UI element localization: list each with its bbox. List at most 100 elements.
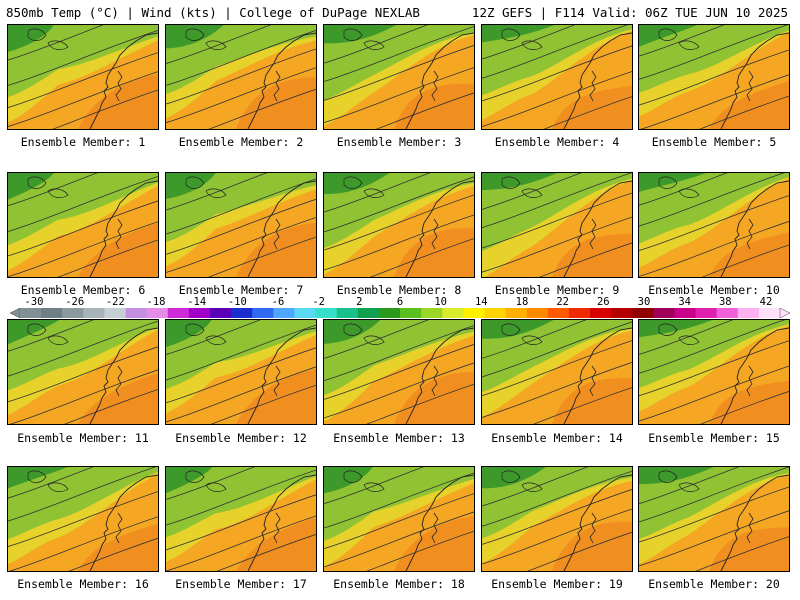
ensemble-member-map	[165, 24, 317, 130]
colorbar-tick-label: 10	[434, 296, 448, 308]
ensemble-member-label: Ensemble Member: 4	[494, 135, 620, 149]
colorbar-swatch	[632, 308, 654, 318]
colorbar-tick-label: -6	[271, 296, 285, 308]
ensemble-member-map	[7, 172, 159, 278]
colorbar-swatch	[231, 308, 253, 318]
colorbar-swatch	[125, 308, 148, 318]
colorbar-tick-label: 38	[718, 296, 732, 308]
ensemble-member-map	[7, 466, 159, 572]
ensemble-member-label: Ensemble Member: 3	[336, 135, 462, 149]
colorbar-left-arrow	[10, 308, 21, 318]
colorbar-swatch	[674, 308, 696, 318]
ensemble-member-map	[638, 24, 790, 130]
colorbar-tick-label: 26	[596, 296, 610, 308]
colorbar-swatch	[758, 308, 781, 318]
product-title: 850mb Temp (°C) | Wind (kts) | College o…	[6, 5, 420, 20]
ensemble-member-label: Ensemble Member: 17	[175, 577, 307, 591]
ensemble-member-map	[481, 319, 633, 425]
colorbar-swatch	[716, 308, 739, 318]
ensemble-member-map	[481, 466, 633, 572]
temperature-colorbar	[10, 308, 790, 318]
ensemble-member-map	[323, 466, 475, 572]
ensemble-member-map	[323, 172, 475, 278]
colorbar-tick-label: 6	[396, 296, 404, 308]
colorbar-tick-label: -30	[24, 296, 44, 308]
ensemble-member-map	[7, 319, 159, 425]
ensemble-member-label: Ensemble Member: 5	[651, 135, 777, 149]
ensemble-member-label: Ensemble Member: 19	[491, 577, 623, 591]
colorbar-swatch	[378, 308, 401, 318]
ensemble-member-label: Ensemble Member: 9	[494, 283, 620, 297]
ensemble-member-map	[481, 24, 633, 130]
colorbar-swatch	[484, 308, 506, 318]
colorbar-swatch	[336, 308, 359, 318]
colorbar-swatch	[547, 308, 570, 318]
ensemble-member-label: Ensemble Member: 15	[648, 431, 780, 445]
ensemble-member-label: Ensemble Member: 12	[175, 431, 307, 445]
colorbar-swatch	[41, 308, 63, 318]
colorbar-swatch	[568, 308, 591, 318]
ensemble-member-label: Ensemble Member: 11	[17, 431, 149, 445]
colorbar-tick-label: -14	[187, 296, 207, 308]
colorbar-swatch	[210, 308, 232, 318]
colorbar-tick-label: -10	[227, 296, 247, 308]
colorbar-tick-label: 22	[556, 296, 570, 308]
colorbar-tick-label: 34	[678, 296, 692, 308]
ensemble-member-map	[323, 319, 475, 425]
ensemble-member-label: Ensemble Member: 14	[491, 431, 623, 445]
colorbar-tick-label: 30	[637, 296, 651, 308]
colorbar-swatch	[20, 308, 42, 318]
ensemble-member-map	[165, 466, 317, 572]
colorbar-tick-label: 14	[474, 296, 488, 308]
ensemble-member-map	[638, 319, 790, 425]
colorbar-swatch	[315, 308, 338, 318]
colorbar-swatch	[104, 308, 126, 318]
colorbar-swatch	[442, 308, 464, 318]
colorbar-tick-label: 42	[759, 296, 773, 308]
ensemble-member-map	[7, 24, 159, 130]
ensemble-member-label: Ensemble Member: 2	[178, 135, 304, 149]
colorbar-swatch	[167, 308, 190, 318]
colorbar-swatch	[146, 308, 169, 318]
ensemble-member-label: Ensemble Member: 13	[333, 431, 465, 445]
map-header: 850mb Temp (°C) | Wind (kts) | College o…	[0, 0, 800, 22]
ensemble-member-map	[165, 172, 317, 278]
colorbar-swatch	[273, 308, 295, 318]
colorbar-swatch	[252, 308, 274, 318]
ensemble-member-label: Ensemble Member: 10	[648, 283, 780, 297]
colorbar-right-arrow	[779, 308, 790, 318]
ensemble-member-map	[638, 466, 790, 572]
colorbar-swatch	[357, 308, 380, 318]
ensemble-member-label: Ensemble Member: 6	[20, 283, 146, 297]
ensemble-member-label: Ensemble Member: 16	[17, 577, 149, 591]
colorbar-tick-label: 18	[515, 296, 529, 308]
ensemble-member-map	[165, 319, 317, 425]
colorbar-swatch	[653, 308, 675, 318]
ensemble-member-map	[638, 172, 790, 278]
colorbar-swatch	[590, 308, 612, 318]
ensemble-member-label: Ensemble Member: 7	[178, 283, 304, 297]
colorbar-swatch	[294, 308, 316, 318]
colorbar-swatch	[737, 308, 760, 318]
colorbar-swatch	[505, 308, 528, 318]
colorbar-tick-label: -22	[105, 296, 125, 308]
colorbar-swatch	[188, 308, 211, 318]
ensemble-member-label: Ensemble Member: 1	[20, 135, 146, 149]
colorbar-tick-labels: -30 -26 -22 -18 -14 -10 -6 -2 2 6 10 14 18 22 26 30 34 38…	[0, 296, 800, 308]
colorbar-swatch	[695, 308, 718, 318]
colorbar-swatch	[421, 308, 443, 318]
colorbar-swatch	[611, 308, 633, 318]
run-valid-time: 12Z GEFS | F114 Valid: 06Z TUE JUN 10 20…	[471, 5, 788, 20]
colorbar-swatch	[463, 308, 485, 318]
colorbar-tick-label: -26	[65, 296, 85, 308]
colorbar-swatch	[526, 308, 549, 318]
colorbar-tick-label: -18	[146, 296, 166, 308]
ensemble-member-map	[323, 24, 475, 130]
ensemble-member-label: Ensemble Member: 20	[648, 577, 780, 591]
colorbar-swatch	[62, 308, 84, 318]
colorbar-swatch	[400, 308, 422, 318]
colorbar-tick-label: -2	[312, 296, 326, 308]
colorbar-swatch	[83, 308, 105, 318]
colorbar-tick-label: 2	[356, 296, 363, 308]
ensemble-member-map	[481, 172, 633, 278]
